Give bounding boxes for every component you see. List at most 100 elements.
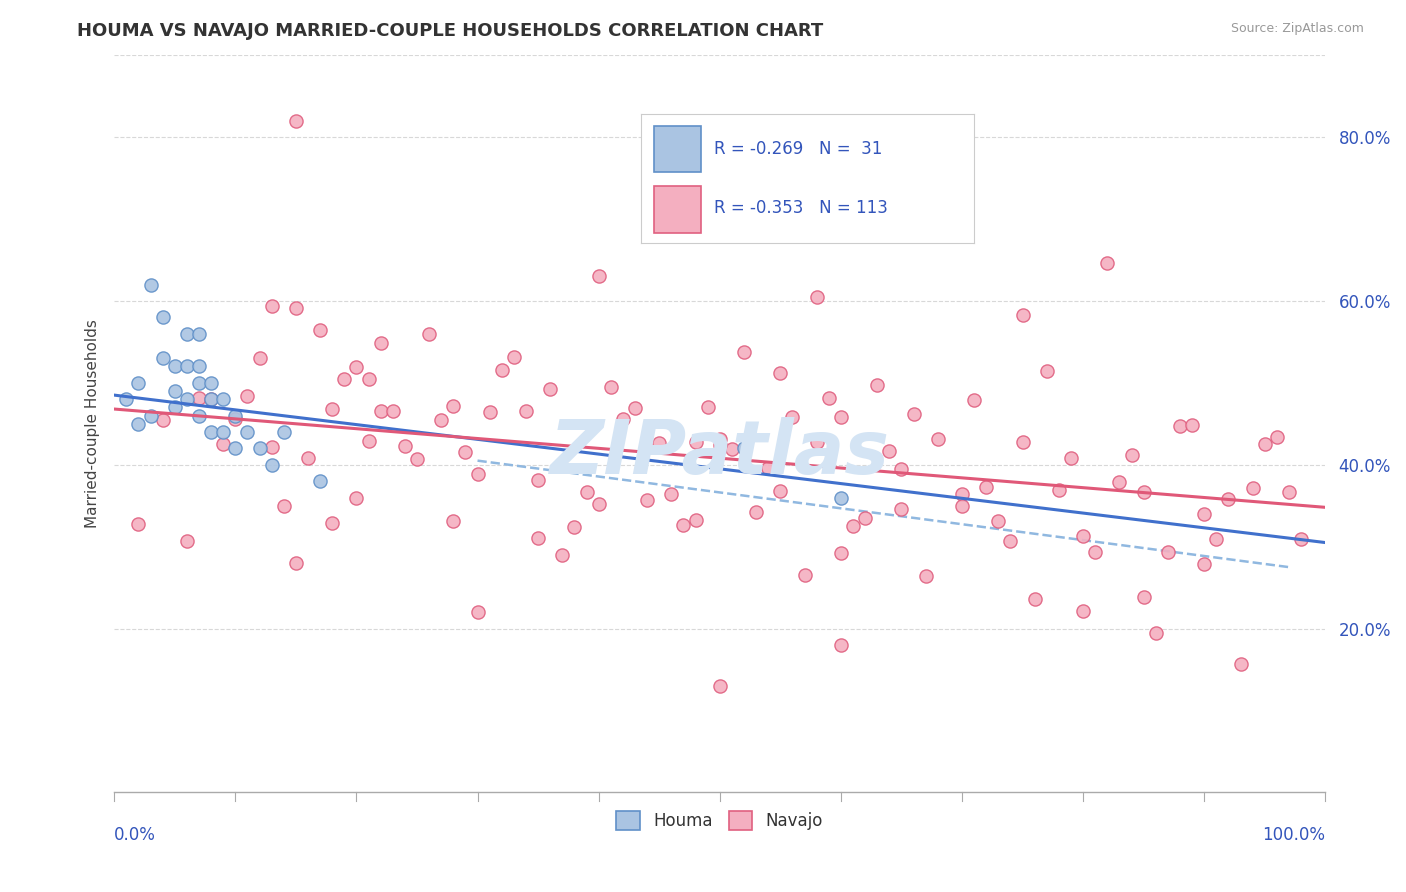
Point (806, 434, 828, 449)
Point (1265, 430, 1288, 444)
Point (745, 505, 768, 519)
Point (260, 458, 283, 472)
Point (344, 359, 367, 374)
Point (636, 493, 658, 508)
Point (188, 376, 211, 390)
Point (842, 519, 865, 533)
Point (309, 323, 332, 337)
Point (551, 548, 574, 562)
Point (1084, 545, 1107, 559)
Point (1071, 529, 1094, 543)
Point (1218, 492, 1240, 507)
Point (527, 473, 550, 487)
Point (963, 393, 986, 408)
Point (1108, 475, 1130, 489)
Point (733, 442, 755, 456)
Point (163, 384, 186, 398)
Point (1024, 592, 1046, 607)
Point (914, 569, 936, 583)
Point (321, 516, 343, 530)
Point (1060, 451, 1083, 466)
Point (1132, 485, 1154, 500)
Point (1192, 557, 1215, 571)
Point (139, 409, 162, 423)
Point (236, 425, 259, 439)
Point (890, 462, 912, 476)
Point (273, 499, 295, 513)
Point (1241, 481, 1264, 495)
Point (163, 359, 186, 374)
Point (879, 444, 901, 458)
Point (212, 425, 235, 439)
Point (1289, 533, 1312, 547)
Point (260, 300, 283, 314)
Point (564, 520, 586, 534)
Point (188, 409, 211, 423)
Point (284, 113, 307, 128)
Point (176, 359, 198, 374)
Point (890, 502, 912, 516)
Point (152, 413, 174, 427)
Point (200, 392, 222, 406)
Point (1132, 590, 1154, 604)
Point (672, 518, 695, 533)
Point (467, 467, 489, 481)
Point (987, 514, 1010, 528)
Text: 100.0%: 100.0% (1263, 826, 1326, 844)
Point (830, 546, 852, 560)
Point (344, 491, 367, 505)
Point (721, 442, 744, 457)
Point (1278, 485, 1301, 500)
Point (224, 442, 246, 456)
Text: Source: ZipAtlas.com: Source: ZipAtlas.com (1230, 22, 1364, 36)
Point (284, 556, 307, 570)
Point (1168, 418, 1191, 433)
Point (236, 389, 259, 403)
Point (817, 391, 839, 405)
Point (769, 484, 792, 499)
Point (1071, 604, 1094, 618)
Point (612, 412, 634, 426)
Point (575, 485, 598, 500)
Point (502, 350, 524, 364)
Point (249, 351, 271, 366)
Point (200, 425, 222, 439)
Point (769, 366, 792, 380)
Point (830, 638, 852, 652)
Point (1192, 508, 1215, 522)
Point (903, 407, 925, 421)
Point (284, 301, 307, 315)
Point (273, 425, 295, 439)
Point (1254, 437, 1277, 451)
Point (127, 417, 149, 431)
Point (127, 517, 149, 532)
Point (357, 372, 380, 386)
Point (224, 412, 246, 426)
Point (853, 510, 876, 524)
Point (733, 345, 755, 359)
Point (793, 568, 815, 582)
Point (297, 450, 319, 465)
Point (515, 404, 537, 418)
Point (212, 392, 235, 407)
Point (830, 409, 852, 424)
Point (152, 310, 174, 325)
Point (709, 438, 731, 452)
Point (309, 474, 332, 488)
Point (441, 399, 464, 413)
Point (467, 605, 489, 619)
Point (709, 679, 731, 693)
Point (224, 409, 246, 423)
Point (1157, 545, 1180, 559)
Point (394, 439, 416, 453)
Legend: Houma, Navajo: Houma, Navajo (610, 805, 830, 838)
Point (188, 326, 211, 341)
Text: HOUMA VS NAVAJO MARRIED-COUPLE HOUSEHOLDS CORRELATION CHART: HOUMA VS NAVAJO MARRIED-COUPLE HOUSEHOLD… (77, 22, 824, 40)
Point (1097, 256, 1119, 270)
Point (538, 382, 561, 396)
Point (1047, 483, 1070, 497)
Text: 0.0%: 0.0% (114, 826, 156, 844)
Point (406, 452, 429, 467)
Point (200, 392, 222, 407)
Point (1011, 308, 1033, 322)
